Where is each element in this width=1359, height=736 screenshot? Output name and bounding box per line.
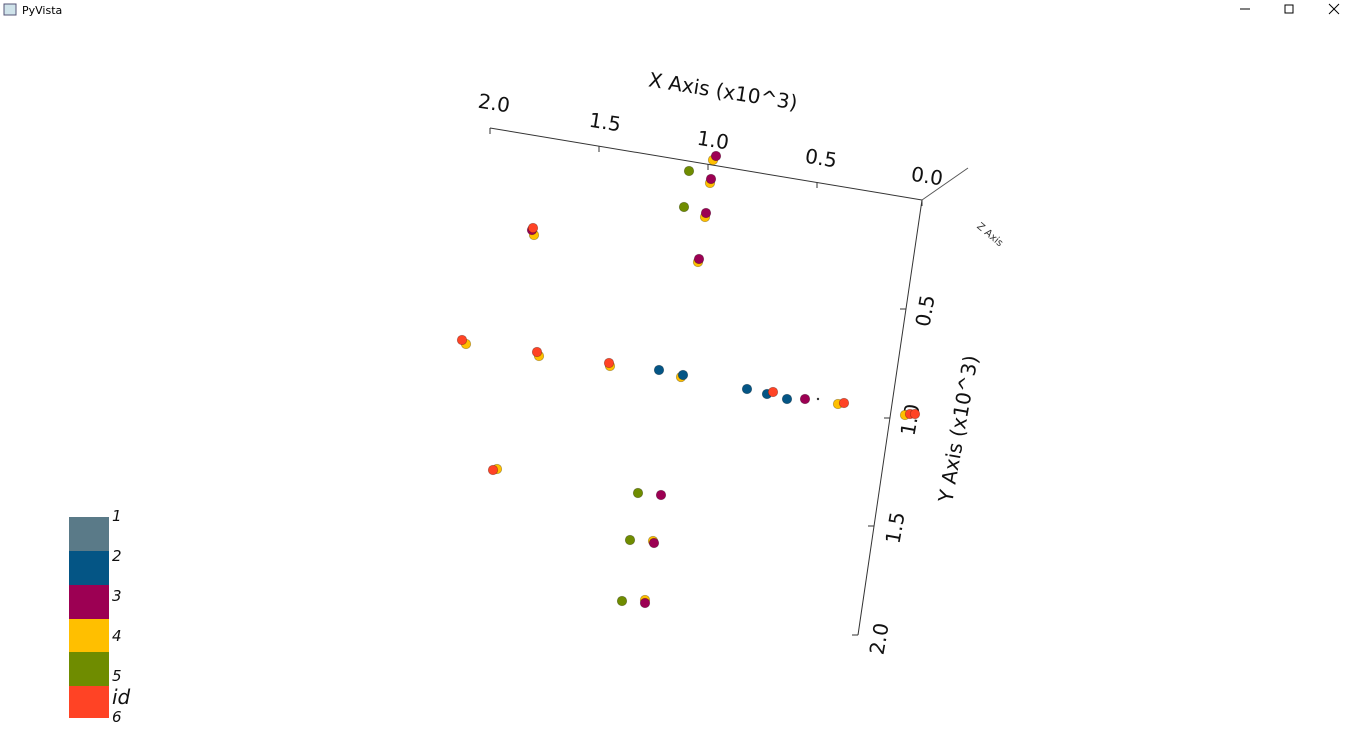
x-axis-line xyxy=(489,127,923,201)
point xyxy=(678,201,690,213)
title-bar xyxy=(0,0,1359,20)
x-tick-label: 1.5 xyxy=(588,108,623,137)
point xyxy=(700,207,712,219)
scalar-bar-label: 2 xyxy=(112,547,122,565)
z-axis-ticks xyxy=(935,190,990,220)
x-tick-label: 0.0 xyxy=(910,162,945,191)
scalar-bar-title: id xyxy=(112,685,131,709)
point xyxy=(639,597,651,609)
scalar-bar-label: 1 xyxy=(112,507,122,525)
point xyxy=(683,165,695,177)
point xyxy=(531,346,543,358)
point xyxy=(677,369,689,381)
y-tick-label: 1.0 xyxy=(896,402,925,437)
close-button[interactable] xyxy=(1328,3,1340,15)
window-title: PyVista xyxy=(22,4,62,17)
color-swatch xyxy=(69,652,109,686)
point xyxy=(616,595,628,607)
x-tick-label: 0.5 xyxy=(804,144,839,173)
y-tick-label: 0.5 xyxy=(911,293,940,328)
point xyxy=(487,464,499,476)
point xyxy=(456,334,468,346)
point xyxy=(603,357,615,369)
point xyxy=(527,222,539,234)
scene: X Axis (x10^3) Y Axis (x10^3) Z Axis 2.0… xyxy=(456,67,1005,657)
point xyxy=(648,537,660,549)
point xyxy=(624,534,636,546)
app-icon xyxy=(3,3,17,16)
x-tick-label: 1.0 xyxy=(696,126,731,155)
y-axis-title: Y Axis (x10^3) xyxy=(933,353,983,505)
scalar-bar-label: 3 xyxy=(112,587,122,605)
y-tick-label: 1.5 xyxy=(881,510,910,545)
point xyxy=(799,393,811,405)
scalar-bar: id 1 2 3 4 5 6 xyxy=(69,507,131,726)
point xyxy=(909,408,921,420)
z-axis-line xyxy=(921,167,969,201)
scalar-bar-label: 6 xyxy=(112,708,122,726)
point xyxy=(693,253,705,265)
point xyxy=(741,383,753,395)
color-swatch xyxy=(69,551,109,585)
point xyxy=(816,397,820,401)
point xyxy=(705,173,717,185)
scalar-bar-label: 5 xyxy=(112,667,122,685)
point xyxy=(710,150,722,162)
point xyxy=(655,489,667,501)
restore-button[interactable] xyxy=(1284,4,1294,14)
y-tick-label: 2.0 xyxy=(865,621,894,656)
color-swatch xyxy=(69,585,109,619)
x-tick-label: 2.0 xyxy=(477,89,512,118)
color-swatch xyxy=(69,686,109,718)
scalar-bar-label: 4 xyxy=(112,627,122,645)
point xyxy=(838,397,850,409)
color-swatch xyxy=(69,619,109,652)
color-swatch xyxy=(69,517,109,551)
point xyxy=(653,364,665,376)
z-axis-title: Z Axis xyxy=(974,221,1005,249)
point xyxy=(781,393,793,405)
point xyxy=(632,487,644,499)
x-axis-title: X Axis (x10^3) xyxy=(647,67,799,114)
point xyxy=(767,386,779,398)
